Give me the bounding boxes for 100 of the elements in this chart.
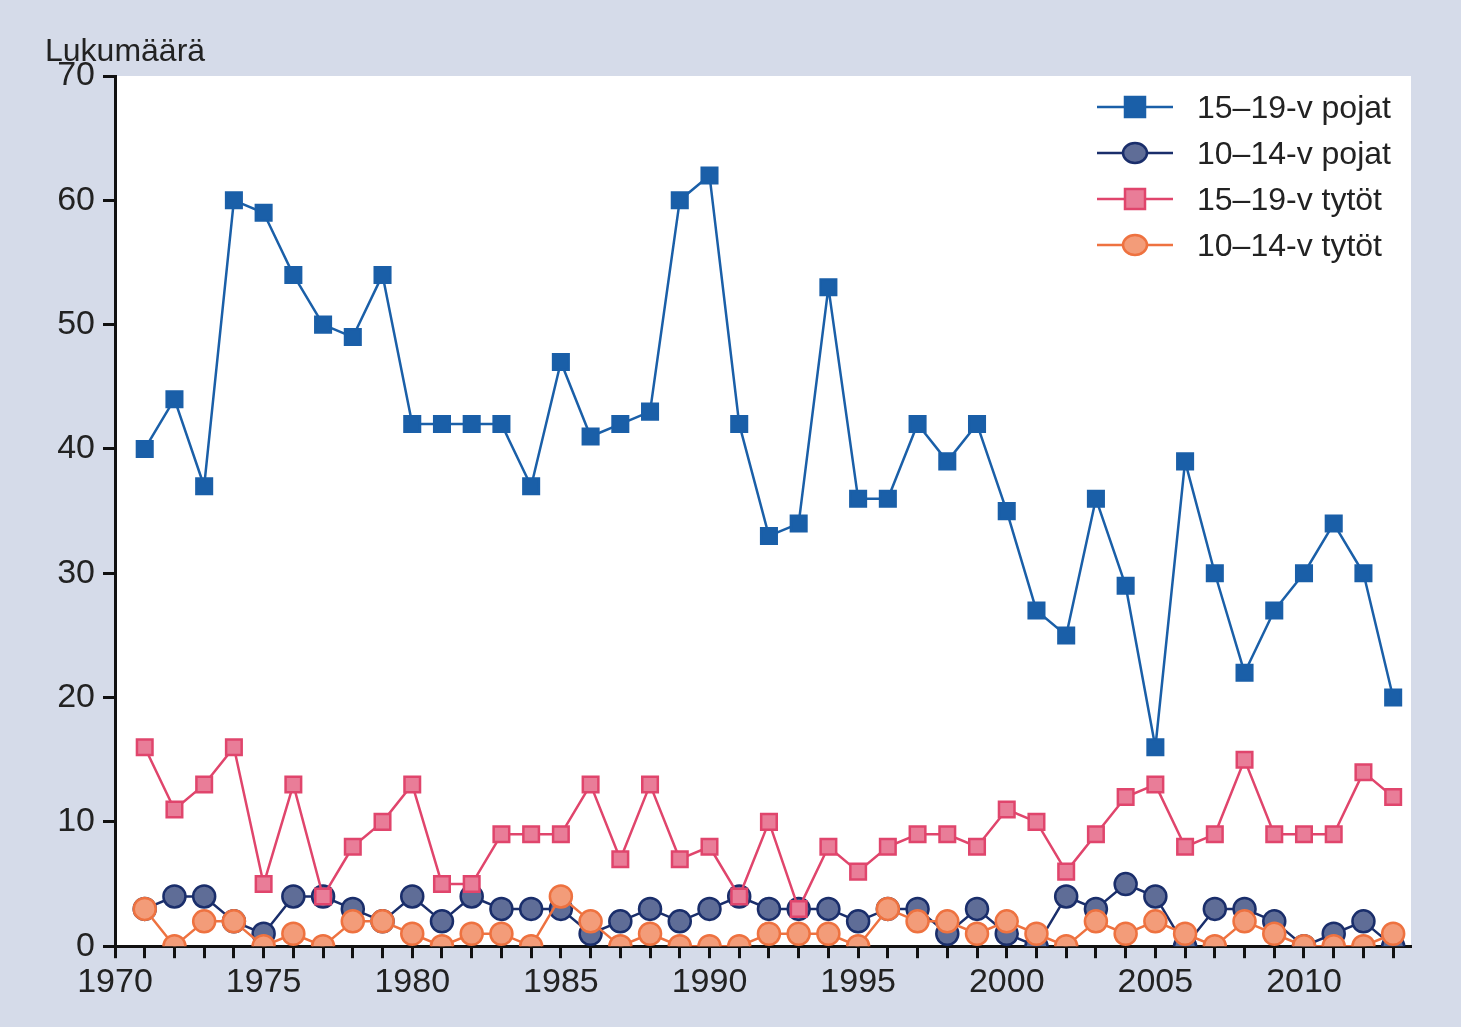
point [224, 191, 243, 210]
point [964, 921, 990, 947]
point [878, 837, 897, 856]
point [343, 328, 362, 347]
point [489, 896, 514, 922]
point [373, 265, 392, 284]
point [1086, 825, 1105, 844]
point [254, 203, 273, 222]
point [254, 875, 273, 894]
y-tick-label: 50 [57, 303, 95, 341]
point [1235, 750, 1254, 769]
point [522, 825, 541, 844]
point [789, 514, 808, 533]
point [581, 775, 600, 794]
point [522, 477, 541, 496]
point [581, 427, 600, 446]
point [462, 875, 481, 894]
point [816, 921, 841, 947]
point [1146, 775, 1165, 794]
point [1265, 601, 1284, 620]
point [165, 800, 184, 819]
point [1262, 921, 1287, 947]
x-tick-label: 1975 [225, 960, 302, 999]
y-tick-label: 30 [57, 551, 95, 590]
point [700, 166, 719, 185]
point [938, 452, 957, 471]
point [1351, 909, 1376, 934]
x-tick-label: 2010 [1266, 960, 1342, 999]
point [967, 415, 987, 434]
point [492, 415, 511, 434]
point [1354, 763, 1373, 782]
point [611, 850, 630, 869]
point [1232, 909, 1257, 934]
point [670, 191, 689, 210]
point [551, 352, 570, 371]
point [1027, 601, 1046, 620]
point [700, 837, 719, 856]
point [1176, 452, 1195, 471]
point [1113, 871, 1138, 897]
point [1053, 884, 1079, 909]
point [637, 896, 663, 922]
point [819, 278, 838, 297]
point [1086, 489, 1105, 508]
point [492, 825, 511, 844]
point [459, 921, 484, 947]
point [373, 812, 392, 831]
y-tick-label: 20 [57, 675, 95, 714]
y-tick-label: 10 [57, 800, 95, 839]
point [1205, 564, 1224, 583]
point [1024, 921, 1049, 947]
point [578, 909, 603, 934]
point [1146, 738, 1165, 757]
point [878, 489, 897, 508]
point [997, 800, 1016, 819]
point [1027, 812, 1046, 831]
point [162, 884, 187, 909]
point [1116, 788, 1135, 807]
point [670, 850, 689, 869]
point [994, 909, 1019, 934]
point [191, 884, 217, 909]
point [964, 896, 990, 922]
legend-label: 15–19-v tytöt [1197, 180, 1382, 218]
x-tick-label: 1970 [77, 960, 153, 999]
point [551, 825, 570, 844]
legend-label: 15–19-v pojat [1197, 88, 1391, 126]
x-tick-label: 2000 [968, 960, 1045, 999]
point [908, 825, 927, 844]
point [1380, 921, 1406, 947]
point [1143, 884, 1168, 909]
point [1172, 921, 1198, 947]
point [548, 884, 574, 909]
point [997, 502, 1016, 521]
point [195, 477, 214, 496]
point [1235, 663, 1254, 682]
point [1116, 576, 1135, 595]
point [284, 265, 303, 284]
y-tick-label: 60 [57, 178, 95, 217]
point [1057, 626, 1076, 645]
x-tick-label: 2005 [1117, 960, 1194, 999]
point [165, 390, 184, 409]
point [849, 862, 868, 881]
point [1324, 514, 1343, 533]
point [195, 775, 214, 794]
y-tick-label: 0 [76, 924, 95, 963]
point [1113, 921, 1138, 947]
point [400, 921, 425, 947]
point [608, 909, 633, 934]
point [135, 439, 154, 458]
point [343, 837, 362, 856]
x-tick-label: 1990 [671, 960, 748, 999]
point [1384, 688, 1403, 707]
point [432, 875, 451, 894]
point [462, 415, 481, 434]
point [756, 921, 782, 947]
point [938, 825, 957, 844]
point [281, 921, 306, 947]
point [611, 415, 630, 434]
point [935, 909, 960, 934]
legend-label: 10–14-v pojat [1197, 134, 1391, 172]
point [1324, 825, 1343, 844]
